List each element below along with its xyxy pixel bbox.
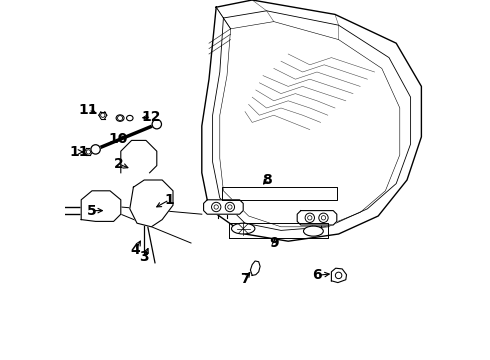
Text: 7: 7 <box>240 272 250 286</box>
Circle shape <box>335 272 342 279</box>
Circle shape <box>214 205 219 209</box>
Polygon shape <box>297 211 337 225</box>
Text: 10: 10 <box>109 132 128 145</box>
Text: 5: 5 <box>87 204 97 217</box>
Polygon shape <box>81 191 121 221</box>
Text: 12: 12 <box>142 110 161 124</box>
Polygon shape <box>250 261 260 275</box>
Circle shape <box>308 216 312 220</box>
Circle shape <box>225 202 235 212</box>
Ellipse shape <box>126 115 133 121</box>
Circle shape <box>91 145 100 154</box>
Ellipse shape <box>116 115 124 121</box>
Circle shape <box>118 116 122 121</box>
Circle shape <box>212 202 221 212</box>
Ellipse shape <box>231 223 255 234</box>
Text: 11: 11 <box>79 103 98 117</box>
Ellipse shape <box>303 226 323 236</box>
Circle shape <box>100 113 105 117</box>
Text: 11: 11 <box>70 145 89 159</box>
Text: 2: 2 <box>113 157 123 171</box>
Text: 4: 4 <box>130 243 140 257</box>
Text: 1: 1 <box>165 193 174 207</box>
Text: 9: 9 <box>270 236 279 250</box>
Circle shape <box>86 150 91 154</box>
Circle shape <box>228 205 232 209</box>
Circle shape <box>152 120 162 129</box>
Circle shape <box>321 216 326 220</box>
Polygon shape <box>130 180 173 227</box>
Text: 3: 3 <box>139 251 149 264</box>
Polygon shape <box>121 140 157 173</box>
Text: 6: 6 <box>312 269 322 282</box>
Polygon shape <box>204 200 243 214</box>
Polygon shape <box>331 268 346 283</box>
Circle shape <box>319 213 328 222</box>
Text: 8: 8 <box>262 173 271 187</box>
Circle shape <box>305 213 315 222</box>
